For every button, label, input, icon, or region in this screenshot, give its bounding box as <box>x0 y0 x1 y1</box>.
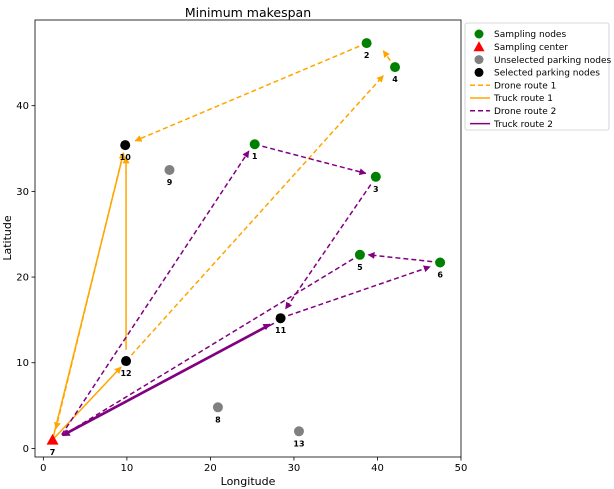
legend-circle-marker <box>474 29 484 39</box>
x-tick-label: 0 <box>40 463 46 474</box>
unselected-parking-node-marker <box>164 164 175 175</box>
node-label: 9 <box>167 178 173 187</box>
drone-route-1-segment <box>125 75 384 362</box>
drone-route-2-segment <box>280 265 431 319</box>
sampling-center-marker <box>46 433 59 445</box>
node-label: 5 <box>357 263 363 272</box>
x-axis-title: Longitude <box>221 475 276 488</box>
sampling-node-marker <box>249 139 260 150</box>
y-tick-label: 20 <box>16 273 29 284</box>
legend-items: Sampling nodes Sampling center Unselected … <box>470 29 612 130</box>
routes <box>51 42 441 441</box>
drone-route-1-segment <box>134 42 367 142</box>
node-label: 10 <box>120 153 132 162</box>
truck-route-1-segment <box>51 366 122 441</box>
legend-frame <box>464 22 610 131</box>
legend: Sampling nodes Sampling center Unselected … <box>464 22 612 131</box>
nodes <box>46 38 446 445</box>
y-tick-label: 30 <box>16 187 29 198</box>
node-label: 7 <box>50 448 56 457</box>
legend-label: Truck route 2 <box>493 120 553 130</box>
selected-parking-node-marker <box>275 313 286 324</box>
sampling-node-marker <box>390 62 401 73</box>
selected-parking-node-marker <box>120 140 131 151</box>
x-tick-label: 30 <box>288 463 301 474</box>
legend-label: Truck route 1 <box>493 94 553 104</box>
y-tick-label: 40 <box>16 101 29 112</box>
x-tick-label: 20 <box>204 463 217 474</box>
y-tick-label: 0 <box>23 444 29 455</box>
node-label: 13 <box>293 439 304 448</box>
selected-parking-node-marker <box>121 356 132 367</box>
truck-route-1-segment <box>51 152 126 441</box>
node-label: 2 <box>364 51 370 60</box>
legend-circle-marker <box>474 55 484 65</box>
legend-label: Unselected parking nodes <box>494 56 612 66</box>
legend-label: Sampling center <box>494 43 568 53</box>
x-tick-label: 50 <box>455 463 468 474</box>
unselected-parking-node-marker <box>293 426 304 437</box>
legend-label: Selected parking nodes <box>494 69 600 79</box>
legend-circle-marker <box>474 67 484 77</box>
legend-label: Sampling nodes <box>494 30 566 40</box>
chart-title: Minimum makespan <box>185 5 311 20</box>
truck-route-2-segment <box>62 322 275 437</box>
sampling-node-marker <box>361 38 372 49</box>
drone-route-2-segment <box>367 251 441 264</box>
drone-route-2-segment <box>61 150 250 436</box>
node-label: 6 <box>437 270 443 279</box>
truck-route-2-segment <box>62 323 271 436</box>
node-label: 11 <box>275 326 287 335</box>
x-tick-label: 10 <box>121 463 134 474</box>
node-label: 8 <box>215 415 221 424</box>
drone-route-2-segment <box>61 254 361 437</box>
legend-label: Drone route 2 <box>494 107 556 117</box>
legend-label: Drone route 1 <box>494 81 556 91</box>
node-label: 3 <box>373 185 379 194</box>
node-label: 12 <box>120 369 131 378</box>
axis-ticks: 0 10 20 30 40 50 0 10 20 30 40 <box>16 101 467 474</box>
y-tick-label: 10 <box>16 358 29 369</box>
node-label: 4 <box>392 75 398 84</box>
sampling-node-marker <box>435 257 446 268</box>
drone-route-2-segment <box>284 184 372 310</box>
sampling-node-marker <box>354 249 365 260</box>
unselected-parking-node-marker <box>212 402 223 413</box>
x-tick-label: 40 <box>371 463 384 474</box>
legend-triangle-marker <box>473 41 485 52</box>
node-label: 1 <box>252 152 258 161</box>
y-axis-title: Latitude <box>1 215 14 261</box>
drone-route-2-segment <box>254 143 367 176</box>
sampling-node-marker <box>370 171 381 182</box>
